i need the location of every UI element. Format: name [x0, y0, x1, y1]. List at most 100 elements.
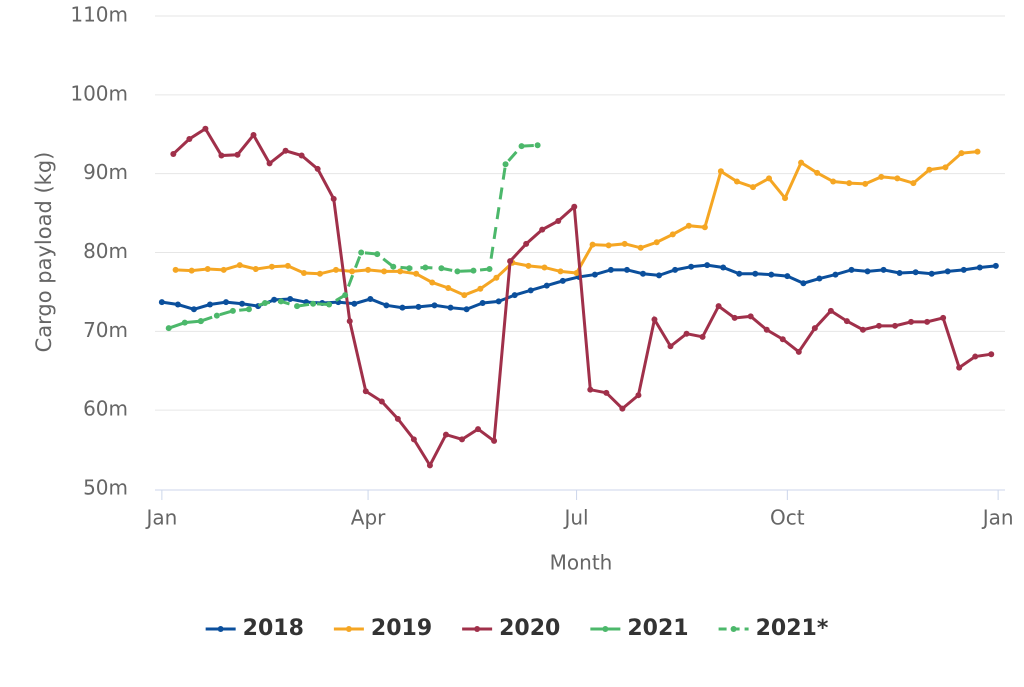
data-point [988, 351, 995, 358]
legend-symbol-dot [345, 626, 352, 632]
legend-symbol-dot [217, 626, 224, 632]
data-point [827, 307, 834, 314]
data-point [798, 159, 805, 166]
data-point [539, 226, 546, 233]
data-point [747, 313, 754, 320]
data-point [461, 292, 468, 299]
data-point [188, 267, 195, 274]
data-point [974, 148, 981, 155]
data-point [685, 222, 692, 229]
data-point [619, 405, 626, 412]
data-point [701, 224, 708, 231]
data-point [410, 436, 417, 443]
data-point [220, 266, 227, 273]
data-point [956, 364, 963, 371]
data-point [763, 326, 770, 333]
data-point [362, 388, 369, 395]
data-point [459, 436, 466, 443]
data-point [174, 301, 181, 308]
data-point [394, 415, 401, 422]
data-point [181, 319, 188, 326]
data-point [202, 125, 209, 132]
x-axis-label: Month [550, 551, 613, 575]
data-point [170, 150, 177, 157]
data-point [486, 266, 493, 273]
data-point [172, 266, 179, 273]
data-point [534, 142, 541, 149]
data-point [862, 180, 869, 187]
data-point [282, 147, 289, 154]
data-point [926, 166, 933, 173]
data-point [278, 298, 285, 305]
data-point [573, 269, 580, 276]
data-point [218, 152, 225, 159]
data-point [704, 262, 711, 269]
legend-symbol-dot [474, 626, 481, 632]
legend-symbol-dot [602, 626, 609, 632]
data-point [976, 264, 983, 271]
y-tick-label: 70m [83, 318, 128, 342]
data-point [672, 266, 679, 273]
legend-label: 2020 [499, 616, 560, 641]
data-point [413, 270, 420, 277]
data-point [284, 262, 291, 269]
data-point [878, 173, 885, 180]
data-point [603, 389, 610, 396]
legend-label: 2021 [627, 616, 688, 641]
data-point [470, 267, 477, 274]
data-point [190, 306, 197, 313]
series-line [172, 126, 992, 469]
data-point [768, 271, 775, 278]
legend-label: 2018 [243, 616, 304, 641]
y-tick-label: 100m [70, 81, 128, 105]
data-point [587, 386, 594, 393]
data-point [571, 203, 578, 210]
data-point [667, 343, 674, 350]
legend-item[interactable]: 2018 [205, 616, 304, 641]
data-point [507, 258, 514, 265]
data-point [766, 175, 773, 182]
data-point [383, 302, 390, 309]
x-tick-label: Oct [770, 506, 805, 530]
legend-item[interactable]: 2021* [718, 616, 829, 641]
data-point [846, 180, 853, 187]
data-point [637, 244, 644, 251]
data-point [406, 265, 413, 272]
data-point [752, 270, 759, 277]
data-point [525, 262, 532, 269]
data-point [683, 330, 690, 337]
data-point [832, 271, 839, 278]
data-point [438, 265, 445, 272]
data-point [378, 398, 385, 405]
data-point [422, 264, 429, 271]
data-point [782, 195, 789, 202]
data-point [351, 300, 358, 307]
data-point [332, 266, 339, 273]
data-point [326, 301, 333, 308]
x-tick-label: Jan [144, 506, 177, 530]
data-point [330, 195, 337, 202]
data-point [268, 263, 275, 270]
x-tick-label: Jan [981, 506, 1014, 530]
data-point [784, 273, 791, 280]
y-tick-label: 90m [83, 160, 128, 184]
data-point [908, 318, 915, 325]
data-point [229, 307, 236, 314]
data-point [477, 285, 484, 292]
data-point [186, 135, 193, 142]
legend-label: 2021* [756, 616, 829, 641]
data-point [431, 302, 438, 309]
data-point [892, 322, 899, 329]
legend-item[interactable]: 2019 [333, 616, 432, 641]
legend-item[interactable]: 2020 [462, 616, 560, 641]
legend-item[interactable]: 2021 [590, 616, 689, 641]
data-point [429, 279, 436, 286]
data-point [910, 180, 917, 187]
x-tick-label: Jul [562, 506, 588, 530]
data-point [699, 333, 706, 340]
data-point [342, 292, 349, 299]
data-point [310, 300, 317, 307]
data-point [816, 275, 823, 282]
data-point [894, 175, 901, 182]
